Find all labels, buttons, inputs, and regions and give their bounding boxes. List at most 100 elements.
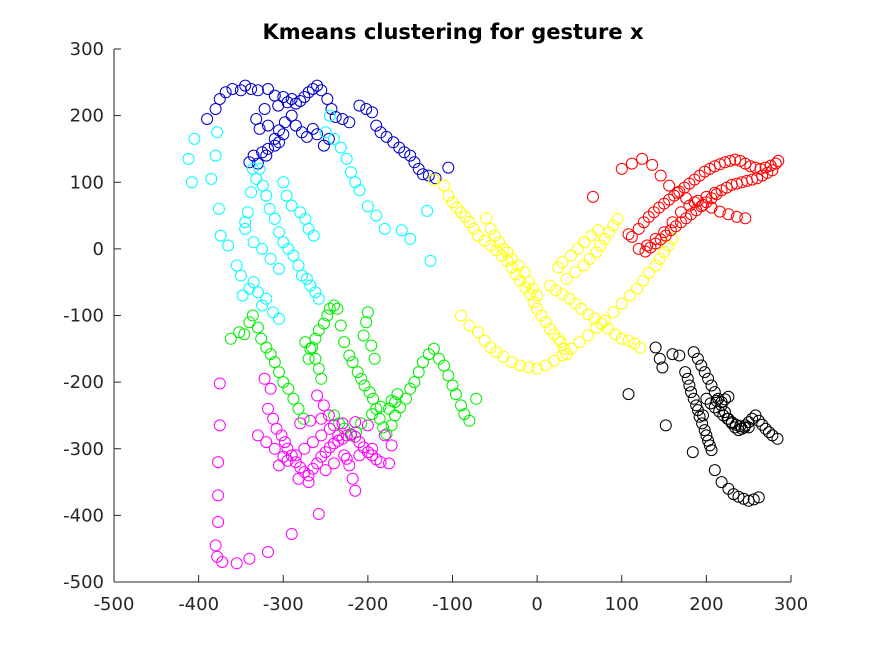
data-point: [522, 361, 535, 374]
data-point: [522, 276, 535, 289]
data-point: [251, 84, 264, 97]
data-point: [304, 414, 317, 427]
data-point: [268, 212, 281, 225]
data-point: [250, 172, 263, 185]
data-point: [659, 419, 672, 432]
data-point: [383, 457, 395, 470]
data-point: [262, 119, 274, 132]
x-tick-label: -200: [347, 594, 388, 615]
data-point: [262, 142, 274, 155]
data-point: [282, 382, 295, 395]
data-point: [735, 422, 748, 435]
data-point: [480, 212, 493, 225]
y-tick-label: 0: [93, 239, 104, 260]
data-point: [450, 201, 463, 214]
data-point: [260, 436, 273, 449]
data-point: [729, 153, 742, 166]
data-point: [277, 176, 290, 189]
data-point: [556, 256, 569, 269]
data-point: [292, 472, 305, 485]
data-point: [552, 332, 565, 345]
data-point: [355, 417, 368, 430]
data-point: [307, 229, 320, 242]
data-point: [573, 336, 586, 349]
data-point: [264, 348, 277, 361]
data-point: [442, 161, 455, 174]
data-point: [315, 372, 328, 385]
data-point: [260, 149, 273, 162]
data-point: [213, 419, 226, 432]
data-point: [262, 83, 274, 95]
data-point: [738, 421, 751, 434]
data-point: [315, 412, 328, 425]
cluster-3: [224, 299, 483, 442]
data-point: [395, 224, 408, 237]
data-point: [404, 149, 417, 162]
data-point: [328, 299, 340, 312]
data-point: [245, 83, 258, 95]
data-point: [336, 417, 349, 430]
data-point: [302, 352, 315, 365]
data-point: [317, 317, 330, 330]
data-point: [332, 429, 345, 442]
data-point: [268, 356, 281, 369]
data-point: [370, 209, 383, 222]
data-point: [331, 302, 344, 315]
data-point: [673, 349, 686, 362]
data-point: [526, 282, 539, 295]
data-point: [302, 86, 315, 99]
data-point: [560, 272, 573, 285]
data-point: [558, 342, 571, 355]
data-point: [243, 552, 256, 565]
data-point: [654, 169, 667, 182]
data-point: [351, 366, 364, 379]
data-point: [253, 122, 266, 135]
data-point: [273, 226, 285, 239]
data-point: [391, 388, 404, 401]
data-point: [531, 302, 544, 315]
data-point: [719, 393, 731, 406]
data-point: [705, 444, 718, 457]
data-point: [535, 309, 548, 322]
data-point: [366, 408, 379, 421]
cluster-2: [182, 109, 437, 325]
data-point: [424, 254, 437, 267]
data-point: [329, 111, 342, 123]
data-point: [378, 429, 391, 442]
data-point: [361, 306, 374, 319]
data-point: [298, 466, 311, 479]
data-point: [338, 449, 351, 462]
data-point: [721, 412, 734, 425]
data-point: [338, 336, 351, 349]
data-point: [278, 436, 291, 449]
data-point: [708, 160, 721, 173]
data-point: [182, 152, 195, 165]
data-point: [357, 329, 370, 342]
data-point: [285, 199, 298, 212]
data-point: [478, 334, 491, 347]
data-point: [361, 200, 374, 213]
data-point: [366, 449, 379, 462]
data-point: [416, 356, 429, 369]
data-point: [641, 239, 654, 252]
data-point: [251, 286, 264, 299]
data-point: [299, 336, 312, 349]
data-point: [429, 172, 442, 185]
y-tick-label: -300: [63, 439, 104, 460]
data-point: [622, 388, 635, 401]
data-point: [385, 439, 398, 452]
y-tick-label: -500: [63, 572, 104, 593]
x-tick-label: -100: [432, 594, 473, 615]
x-tick-label: -400: [178, 594, 219, 615]
y-axis-ticks: -500 -400 -300 -200 -100 0 100 200 300: [63, 39, 121, 593]
data-point: [683, 379, 696, 392]
data-point: [234, 84, 247, 97]
data-point: [322, 409, 335, 422]
data-point: [539, 316, 552, 329]
data-point: [264, 252, 277, 265]
data-point: [321, 309, 334, 322]
data-point: [490, 346, 503, 359]
data-point: [687, 392, 700, 405]
data-point: [315, 84, 328, 97]
